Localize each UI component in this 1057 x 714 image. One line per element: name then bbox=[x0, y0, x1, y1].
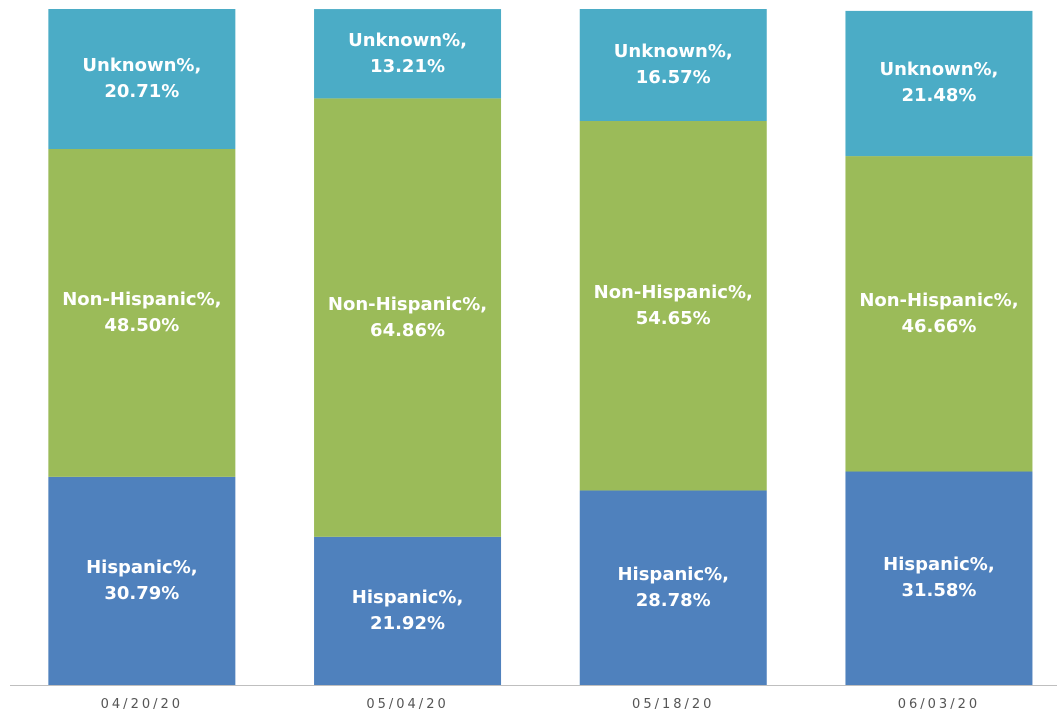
bar-segment bbox=[314, 98, 502, 537]
data-label: Hispanic%, 21.92% bbox=[351, 586, 464, 634]
bar-segment bbox=[314, 9, 502, 99]
bar-segment bbox=[579, 121, 767, 491]
bar-segment bbox=[48, 148, 236, 477]
data-label: Non-Hispanic%, 46.66% bbox=[859, 289, 1019, 337]
x-tick-label: 06/03/20 bbox=[897, 697, 981, 712]
bar-segment bbox=[845, 156, 1033, 472]
bar-segment bbox=[48, 9, 236, 149]
x-tick-label: 05/18/20 bbox=[632, 697, 715, 712]
data-label: Unknown%, 21.48% bbox=[879, 59, 999, 107]
data-label: Unknown%, 16.57% bbox=[613, 41, 733, 88]
data-label: Hispanic%, 28.78% bbox=[617, 563, 729, 611]
data-label: Hispanic%, 31.58% bbox=[883, 554, 995, 602]
data-label: Non-Hispanic%, 48.50% bbox=[62, 288, 222, 336]
bar-segment bbox=[579, 490, 767, 685]
data-label: Unknown%, 13.21% bbox=[348, 29, 467, 77]
data-label: Unknown%, 20.71% bbox=[82, 54, 202, 102]
x-tick-label: 04/20/20 bbox=[100, 697, 184, 712]
data-label: Non-Hispanic%, 54.65% bbox=[593, 281, 753, 329]
bar-segment bbox=[845, 10, 1033, 157]
x-tick-label: 05/04/20 bbox=[366, 697, 449, 712]
data-label: Non-Hispanic%, 64.86% bbox=[327, 293, 488, 341]
bar-segment bbox=[314, 536, 502, 685]
data-label: Hispanic%, 30.79% bbox=[86, 556, 198, 604]
bar-segment bbox=[48, 476, 236, 685]
bar-segment bbox=[845, 471, 1033, 685]
bar-segment bbox=[579, 9, 767, 122]
